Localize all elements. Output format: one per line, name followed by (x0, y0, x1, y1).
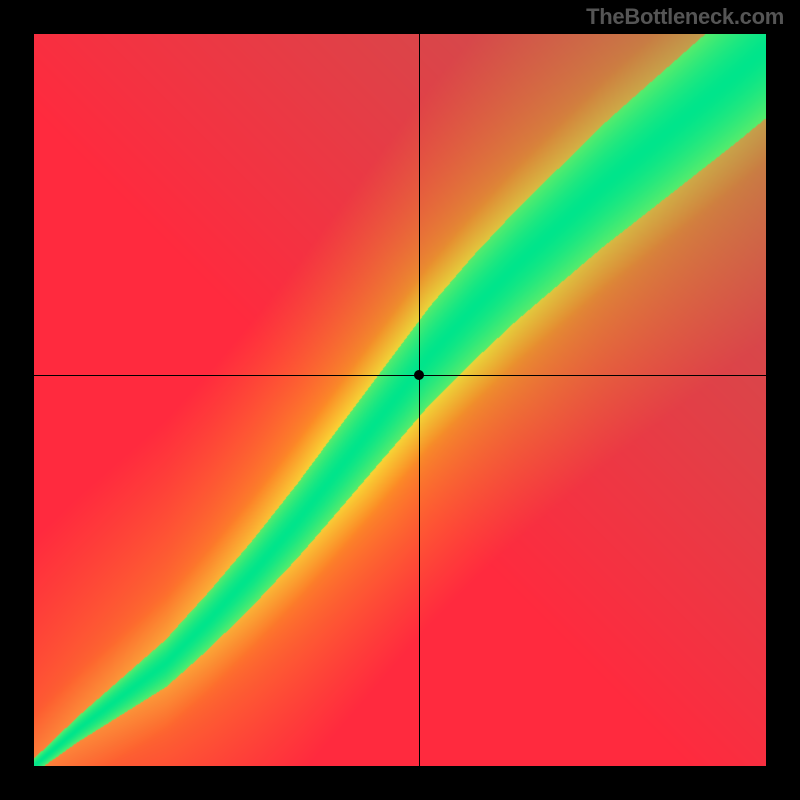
crosshair-vertical (419, 34, 420, 766)
watermark: TheBottleneck.com (586, 4, 784, 30)
bottleneck-heatmap (34, 34, 766, 766)
plot-area (34, 34, 766, 766)
selection-marker (414, 370, 424, 380)
crosshair-horizontal (34, 375, 766, 376)
